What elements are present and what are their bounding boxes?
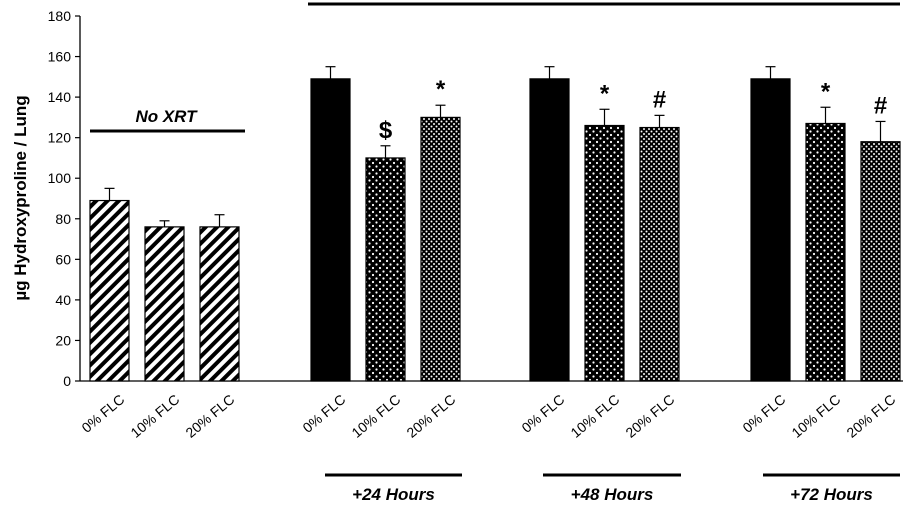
group-label-72h: +72 Hours	[790, 485, 873, 504]
x-tick-label: 20% FLC	[622, 391, 677, 441]
x-tick-label: 20% FLC	[843, 391, 898, 441]
significance-marker: *	[821, 78, 831, 105]
y-axis-label: µg Hydroxyproline / Lung	[11, 95, 30, 300]
group-label-24h: +24 Hours	[352, 485, 435, 504]
y-axis-ticks: 0 20 40 60 80 100 120 140 160 180	[48, 8, 80, 389]
x-axis-tick-labels: 0% FLC 10% FLC 20% FLC 0% FLC 10% FLC 20% FLC…	[78, 391, 898, 441]
x-tick-label: 0% FLC	[739, 391, 788, 436]
significance-annotations: $ * * # * #	[379, 76, 887, 144]
bar	[750, 78, 791, 382]
x-tick-label: 0% FLC	[78, 391, 127, 436]
y-tick-label: 20	[55, 332, 71, 348]
y-tick-label: 120	[48, 130, 72, 146]
bar	[584, 124, 625, 382]
x-tick-label: 10% FLC	[788, 391, 843, 441]
group-label-no-xrt: No XRT	[135, 107, 198, 126]
significance-marker: $	[379, 117, 393, 144]
bar	[199, 226, 240, 382]
bar	[89, 199, 130, 382]
y-tick-label: 180	[48, 8, 72, 24]
y-tick-label: 60	[55, 251, 71, 267]
x-tick-label: 10% FLC	[348, 391, 403, 441]
bar	[144, 226, 185, 382]
significance-marker: *	[436, 76, 446, 103]
x-tick-label: 10% FLC	[127, 391, 182, 441]
y-tick-label: 80	[55, 211, 71, 227]
bar	[639, 126, 680, 382]
bar	[805, 122, 846, 382]
y-tick-label: 140	[48, 89, 72, 105]
group-labels: No XRT +24 Hours +48 Hours +72 Hours	[90, 2, 900, 504]
significance-marker: #	[874, 92, 887, 119]
significance-marker: #	[653, 86, 666, 113]
x-tick-label: 0% FLC	[299, 391, 348, 436]
bar	[420, 116, 461, 382]
bars	[89, 66, 901, 382]
y-tick-label: 160	[48, 49, 72, 65]
group-label-48h: +48 Hours	[571, 485, 654, 504]
bar	[365, 157, 406, 382]
y-tick-label: 40	[55, 292, 71, 308]
bar	[860, 141, 901, 382]
x-tick-label: 20% FLC	[182, 391, 237, 441]
x-tick-label: 0% FLC	[518, 391, 567, 436]
significance-marker: *	[600, 80, 610, 107]
bar	[310, 78, 351, 382]
x-tick-label: 20% FLC	[403, 391, 458, 441]
bar	[529, 78, 570, 382]
x-tick-label: 10% FLC	[567, 391, 622, 441]
y-tick-label: 0	[63, 373, 71, 389]
y-tick-label: 100	[48, 170, 72, 186]
